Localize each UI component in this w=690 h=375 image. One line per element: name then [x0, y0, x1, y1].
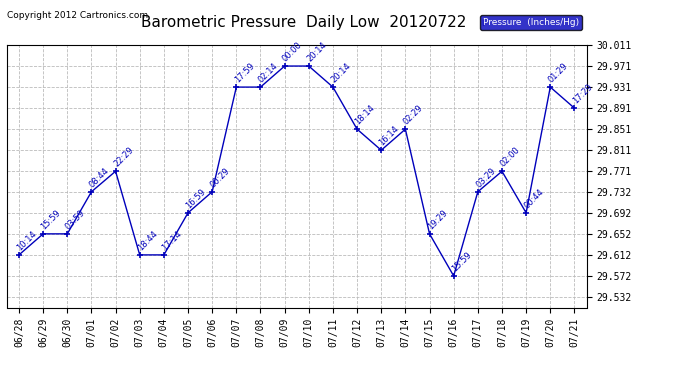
Text: 03:59: 03:59	[63, 208, 87, 231]
Text: Copyright 2012 Cartronics.com: Copyright 2012 Cartronics.com	[7, 11, 148, 20]
Legend: Pressure  (Inches/Hg): Pressure (Inches/Hg)	[480, 15, 582, 30]
Text: 01:29: 01:29	[546, 61, 570, 84]
Text: 03:29: 03:29	[474, 166, 497, 189]
Text: 18:44: 18:44	[136, 229, 159, 252]
Text: 22:29: 22:29	[112, 146, 135, 168]
Text: 18:14: 18:14	[353, 103, 377, 126]
Text: 17:14: 17:14	[160, 229, 184, 252]
Text: 00:44: 00:44	[522, 187, 546, 210]
Text: 20:14: 20:14	[329, 61, 353, 84]
Text: 02:29: 02:29	[402, 103, 425, 126]
Text: 15:59: 15:59	[39, 208, 63, 231]
Text: 02:00: 02:00	[498, 146, 522, 168]
Text: 15:59: 15:59	[450, 250, 473, 273]
Text: 00:00: 00:00	[281, 40, 304, 63]
Text: 10:14: 10:14	[15, 229, 39, 252]
Text: 17:59: 17:59	[233, 61, 256, 84]
Text: 19:29: 19:29	[426, 208, 449, 231]
Text: 08:44: 08:44	[88, 166, 111, 189]
Text: 16:14: 16:14	[377, 124, 401, 147]
Text: Barometric Pressure  Daily Low  20120722: Barometric Pressure Daily Low 20120722	[141, 15, 466, 30]
Text: 00:29: 00:29	[208, 166, 232, 189]
Text: 20:14: 20:14	[305, 40, 328, 63]
Text: 17:29: 17:29	[571, 82, 594, 105]
Text: 02:14: 02:14	[257, 61, 280, 84]
Text: 16:59: 16:59	[184, 187, 208, 210]
